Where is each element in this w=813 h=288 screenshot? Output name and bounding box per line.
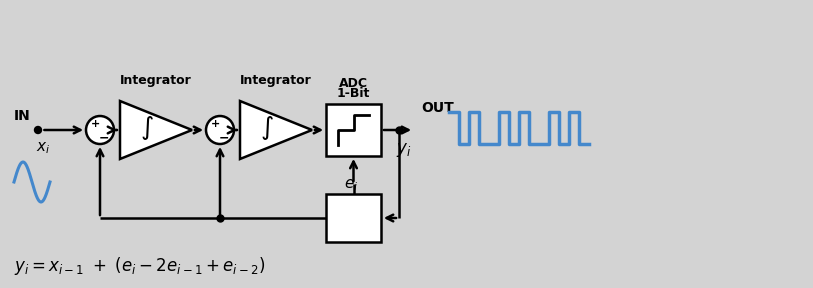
Text: Integrator: Integrator	[120, 74, 192, 87]
FancyBboxPatch shape	[326, 194, 381, 242]
Text: −: −	[98, 131, 109, 144]
Text: −: −	[218, 131, 228, 144]
Text: IN: IN	[14, 109, 30, 123]
Text: Integrator: Integrator	[240, 74, 312, 87]
Text: $y_i$: $y_i$	[396, 141, 411, 159]
Circle shape	[34, 126, 41, 134]
Circle shape	[86, 116, 114, 144]
Polygon shape	[120, 101, 192, 159]
FancyBboxPatch shape	[326, 104, 381, 156]
Text: ADC: ADC	[339, 77, 368, 90]
Text: $\int$: $\int$	[260, 114, 274, 142]
Polygon shape	[240, 101, 312, 159]
Text: $x_i$: $x_i$	[36, 140, 50, 156]
Circle shape	[206, 116, 234, 144]
Text: $e_i$: $e_i$	[345, 177, 359, 193]
Text: 1-Bit: 1-Bit	[337, 206, 370, 219]
Text: $\int$: $\int$	[141, 114, 154, 142]
Text: 1-Bit: 1-Bit	[337, 87, 370, 100]
Text: DAC: DAC	[339, 221, 368, 234]
Text: $y_i = x_{i-1}\ +\ (e_i - 2e_{i-1} + e_{i-2})$: $y_i = x_{i-1}\ +\ (e_i - 2e_{i-1} + e_{…	[14, 255, 265, 277]
Text: +: +	[211, 119, 220, 129]
Text: OUT: OUT	[421, 101, 454, 115]
Text: +: +	[91, 119, 101, 129]
